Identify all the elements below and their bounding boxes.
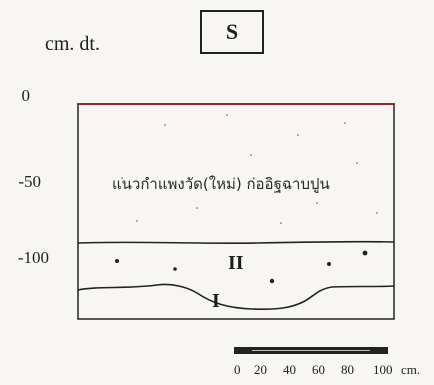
upper-stratum-speckles xyxy=(121,114,378,224)
scale-bar xyxy=(232,344,392,358)
y-tick-minus-50: -50 xyxy=(3,172,41,192)
scale-tick-80: 80 xyxy=(341,362,354,378)
stratigraphic-section xyxy=(77,103,395,320)
scale-tick-40: 40 xyxy=(283,362,296,378)
scale-tick-0: 0 xyxy=(234,362,241,378)
lower-boundary-line xyxy=(78,284,394,309)
direction-label: S xyxy=(226,19,238,45)
scale-tick-100: 100 xyxy=(373,362,393,378)
layer-i-label: I xyxy=(212,290,220,313)
upper-boundary-line xyxy=(78,242,394,244)
scale-unit: cm. xyxy=(401,362,420,378)
direction-label-box: S xyxy=(200,10,264,54)
scale-tick-20: 20 xyxy=(254,362,267,378)
scale-tick-60: 60 xyxy=(312,362,325,378)
upper-stratum-description: แนวกำแพงวัด(ใหม่) ก่ออิฐฉาบปูน xyxy=(112,172,330,196)
unit-label: cm. dt. xyxy=(45,33,100,56)
y-tick-minus-100: -100 xyxy=(11,248,49,268)
layer-ii-label: II xyxy=(228,252,244,275)
y-tick-0: 0 xyxy=(0,86,30,106)
